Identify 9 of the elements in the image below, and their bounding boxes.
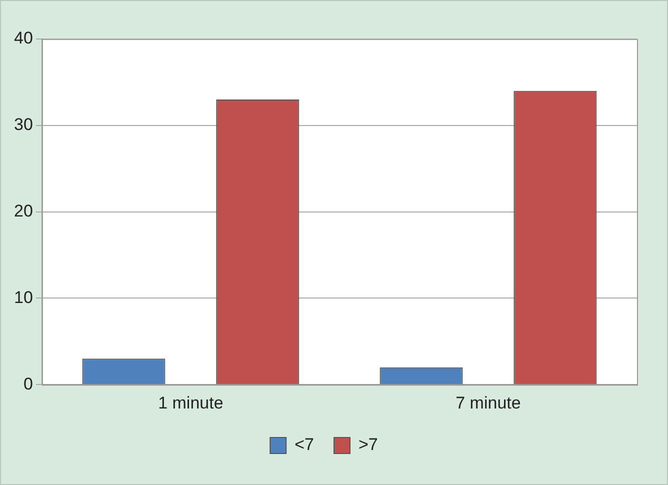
x-tick-label: 7 minute	[456, 393, 521, 412]
y-tick-label: 20	[14, 201, 33, 220]
y-tick-label: 10	[14, 288, 33, 307]
y-tick-label: 30	[14, 115, 33, 134]
x-tick-label: 1 minute	[158, 393, 224, 412]
legend-label: <7	[294, 435, 314, 454]
y-tick-label: 40	[14, 28, 33, 48]
y-tick-label: 0	[23, 374, 33, 394]
legend-label: >7	[358, 435, 378, 454]
